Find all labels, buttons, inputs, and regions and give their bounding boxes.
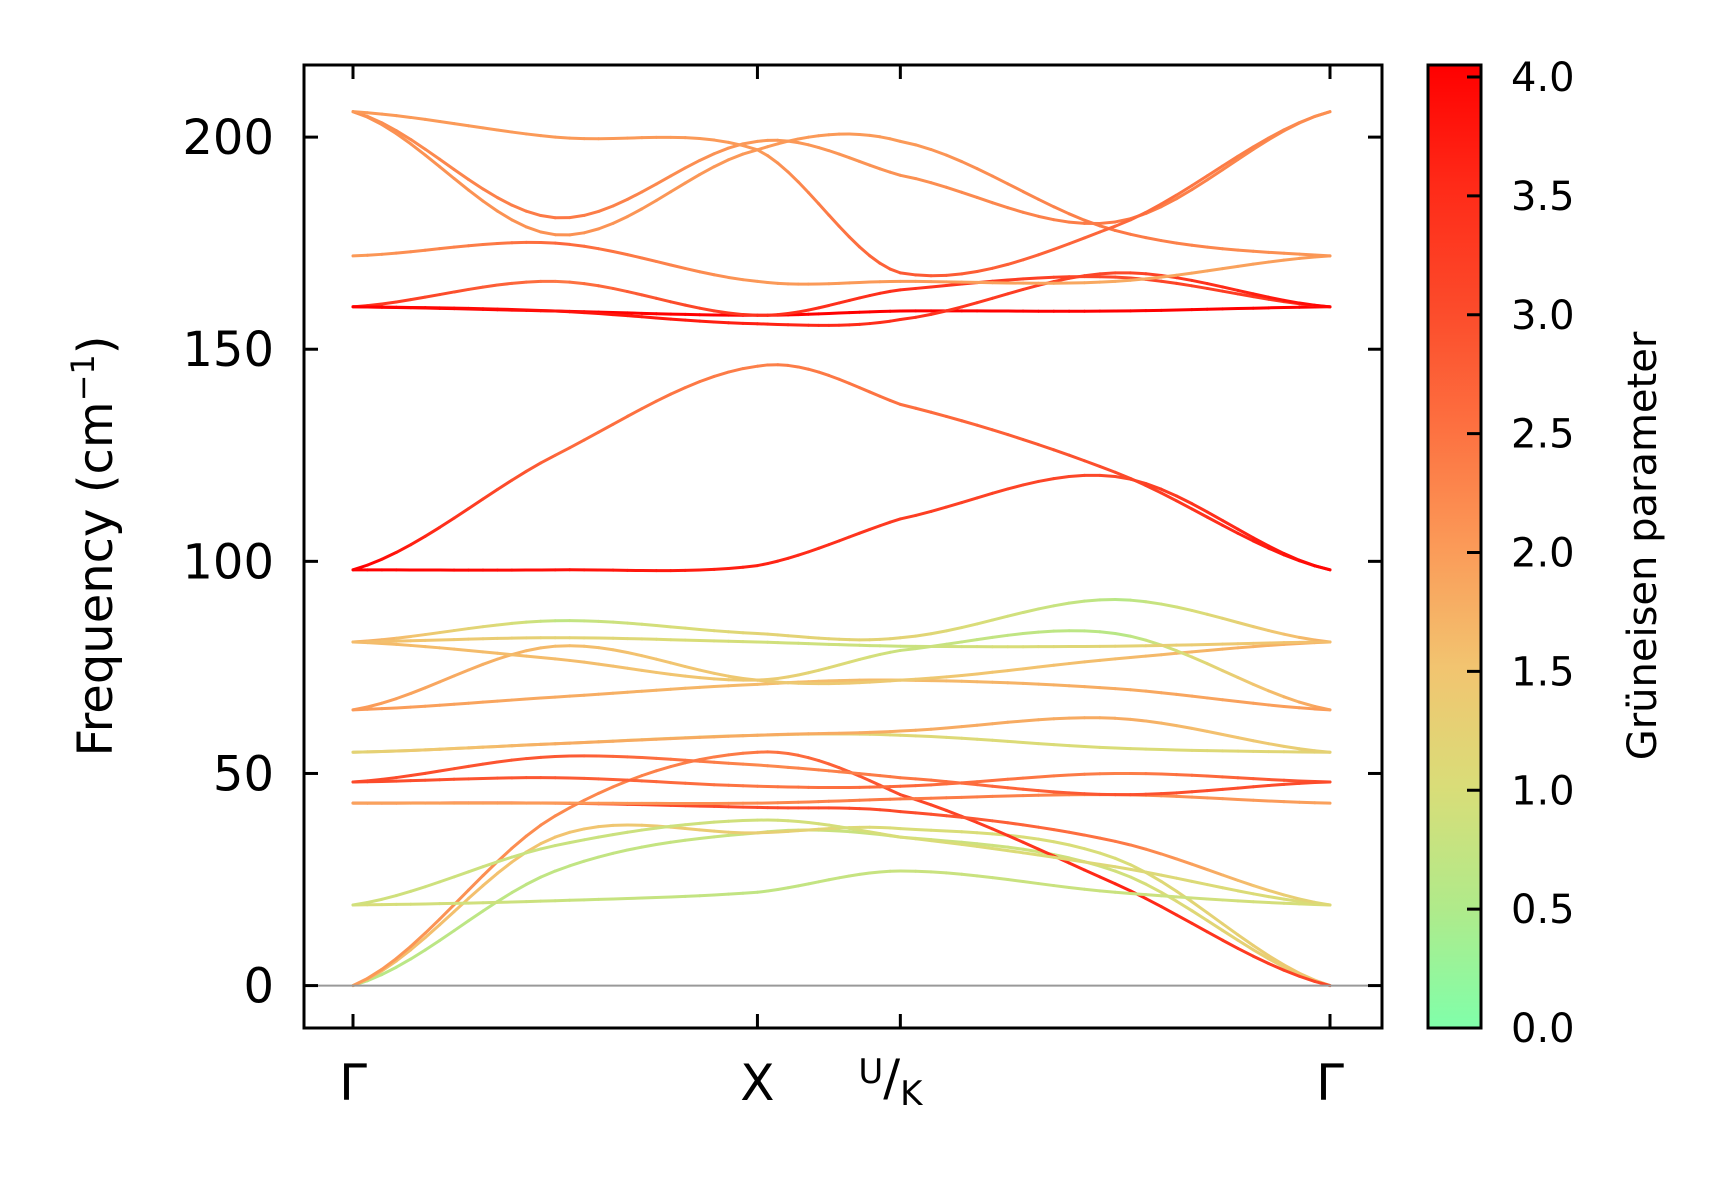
plot-frame [302, 63, 1384, 1030]
band-8 [351, 771, 1332, 790]
phonon-bands [351, 110, 1332, 988]
x-tick-label: X [740, 1054, 774, 1112]
colorbar-tick-label: 2.5 [1511, 412, 1575, 458]
band-6 [351, 801, 1332, 907]
colorbar-tick-label: 3.5 [1511, 174, 1575, 220]
colorbar-gradient [1426, 63, 1483, 1030]
y-tick-label: 100 [182, 534, 274, 590]
y-tick-label: 0 [243, 959, 274, 1015]
colorbar: 0.0 0.5 1.0 1.5 2.0 2.5 3.0 3.5 4.0 Grüneisen pa… [1426, 55, 1666, 1052]
band-18 [351, 473, 1332, 573]
colorbar-label: Grüneisen parameter [1620, 331, 1666, 760]
band-22 [351, 240, 1332, 286]
band-20 [351, 275, 1332, 317]
colorbar-tick-label: 0.0 [1511, 1006, 1575, 1052]
y-tick-label: 200 [182, 110, 274, 166]
x-tick-label: U/K [858, 1049, 924, 1114]
band-21 [351, 271, 1332, 327]
band-7 [351, 793, 1332, 805]
x-tick-label: Γ [1316, 1054, 1344, 1112]
y-tick-label: 50 [213, 746, 274, 802]
colorbar-tick-label: 3.0 [1511, 293, 1575, 339]
band-14 [351, 629, 1332, 712]
band-10 [351, 732, 1332, 754]
colorbar-tick-label: 0.5 [1511, 887, 1575, 933]
band-24 [351, 110, 1332, 258]
x-axis: Γ X U/K Γ [339, 65, 1344, 1114]
colorbar-tick-label: 1.5 [1511, 649, 1575, 695]
y-axis-label: Frequency (cm−1) [64, 335, 124, 756]
band-15 [351, 598, 1332, 644]
band-12 [351, 678, 1332, 712]
band-9 [351, 754, 1332, 797]
colorbar-tick-label: 2.0 [1511, 531, 1575, 577]
y-axis: 0 50 100 150 200 [182, 110, 1382, 1015]
colorbar-tick-label: 4.0 [1511, 55, 1575, 101]
band-5 [351, 818, 1332, 907]
y-tick-label: 150 [182, 322, 274, 378]
band-1 [351, 828, 1332, 988]
colorbar-tick-label: 1.0 [1511, 768, 1575, 814]
band-16 [351, 636, 1332, 649]
band-11 [351, 716, 1332, 754]
colorbar-ticks: 0.0 0.5 1.0 1.5 2.0 2.5 3.0 3.5 4.0 [1467, 55, 1575, 1052]
band-13 [351, 640, 1332, 712]
band-23 [351, 110, 1332, 225]
x-tick-label: Γ [339, 1054, 367, 1112]
band-25 [351, 110, 1332, 278]
